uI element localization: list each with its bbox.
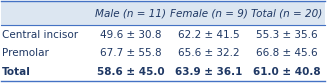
Text: 65.6 ± 32.2: 65.6 ± 32.2 bbox=[178, 48, 239, 58]
Text: 55.3 ± 35.6: 55.3 ± 35.6 bbox=[256, 30, 317, 40]
Text: 49.6 ± 30.8: 49.6 ± 30.8 bbox=[100, 30, 161, 40]
Text: Total: Total bbox=[2, 67, 31, 77]
Text: Female (n = 9): Female (n = 9) bbox=[169, 8, 248, 18]
Text: 58.6 ± 45.0: 58.6 ± 45.0 bbox=[97, 67, 165, 77]
Text: 67.7 ± 55.8: 67.7 ± 55.8 bbox=[100, 48, 162, 58]
Text: Central incisor: Central incisor bbox=[2, 30, 78, 40]
Text: 62.2 ± 41.5: 62.2 ± 41.5 bbox=[178, 30, 239, 40]
Text: Premolar: Premolar bbox=[2, 48, 49, 58]
Text: 66.8 ± 45.6: 66.8 ± 45.6 bbox=[256, 48, 317, 58]
Text: Total (n = 20): Total (n = 20) bbox=[251, 8, 322, 18]
Bar bbox=[1, 1, 325, 25]
Text: 63.9 ± 36.1: 63.9 ± 36.1 bbox=[175, 67, 242, 77]
Text: 61.0 ± 40.8: 61.0 ± 40.8 bbox=[253, 67, 320, 77]
Text: Male (n = 11): Male (n = 11) bbox=[95, 8, 166, 18]
